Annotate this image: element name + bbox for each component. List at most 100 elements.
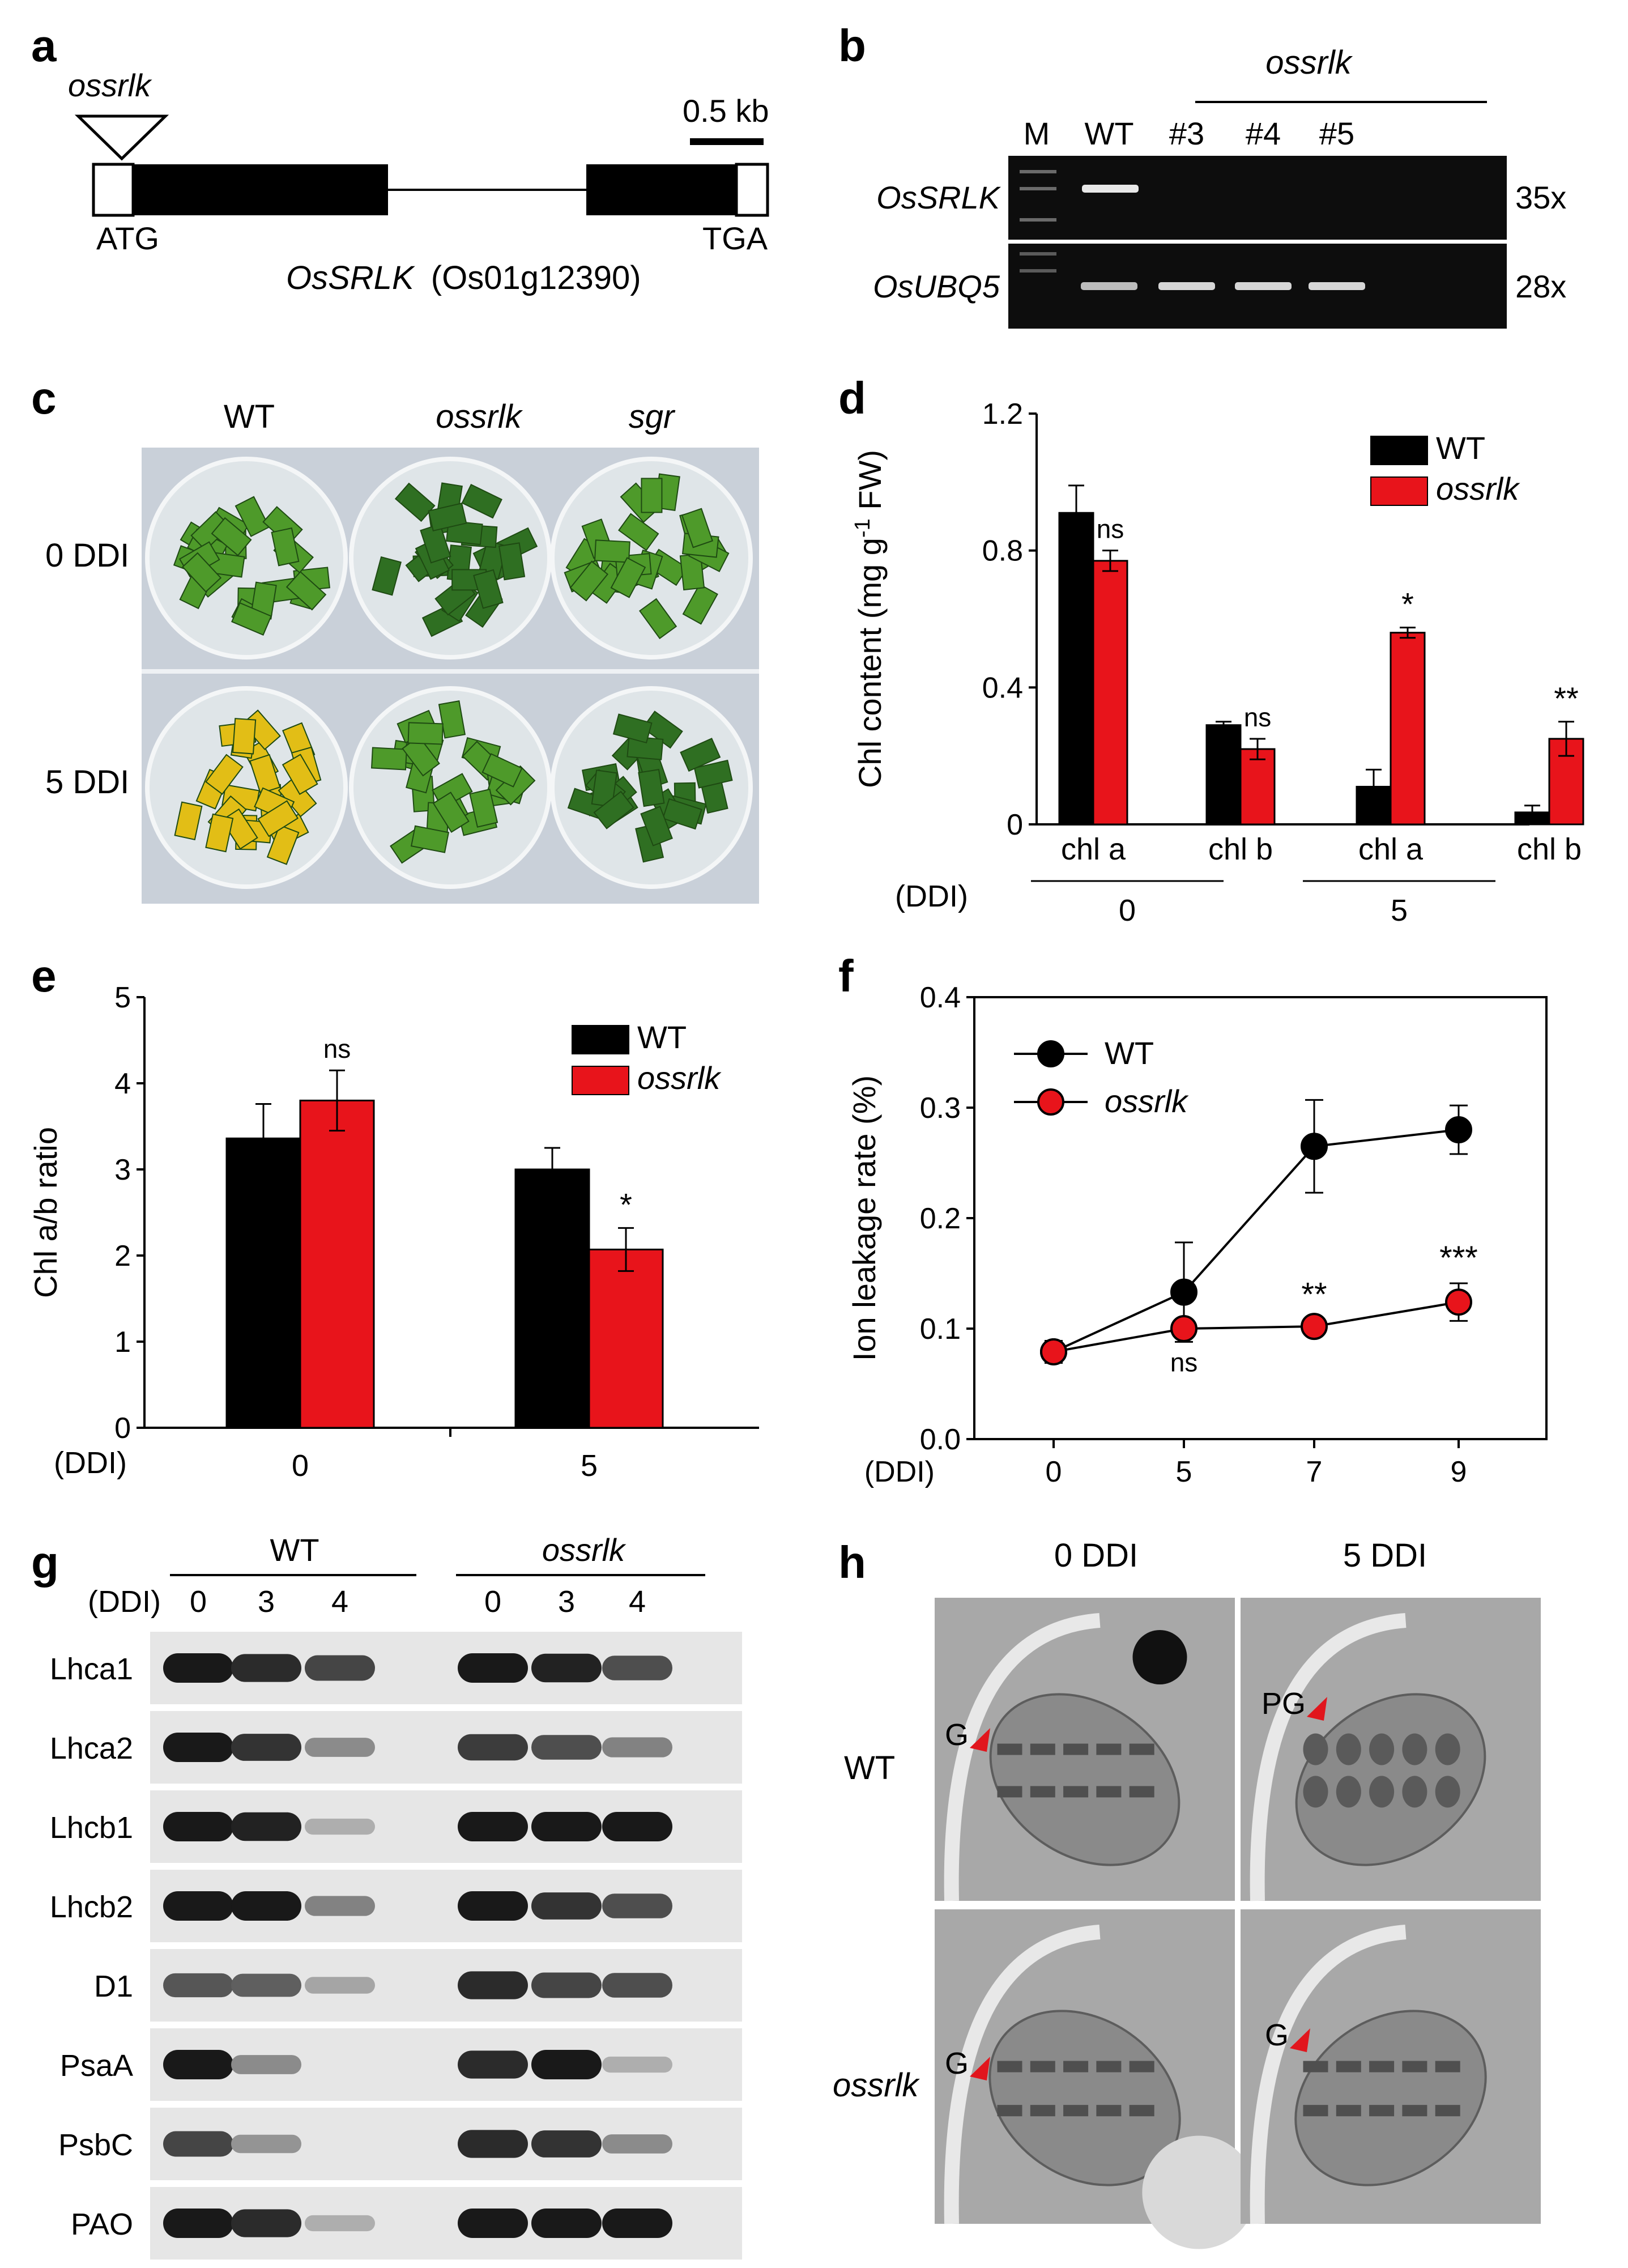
- blot-band: [231, 1812, 301, 1841]
- y-tick-label: 2: [114, 1240, 131, 1273]
- granum: [1129, 1786, 1154, 1798]
- leaf-piece: [249, 754, 281, 794]
- ddi-label: (DDI): [88, 1585, 161, 1619]
- leaf-piece: [682, 583, 718, 625]
- blot-band: [602, 2056, 672, 2073]
- panel-h-tem: h 0 DDI 5 DDI WT ossrlk G PG G G: [833, 1537, 1541, 2249]
- protein-label: PsbC: [58, 2128, 133, 2162]
- plastoglobule: [1369, 1733, 1395, 1765]
- arrow-label: G: [1265, 2018, 1289, 2052]
- lane-label: #5: [1319, 116, 1354, 151]
- granum: [1096, 2061, 1122, 2073]
- gel-top: [1008, 156, 1507, 240]
- exon-2: [586, 164, 736, 215]
- x-tick-label: 5: [581, 1449, 598, 1483]
- bar-ossrlk: [588, 1248, 664, 1429]
- blot-band: [231, 2134, 301, 2154]
- granum: [1369, 2105, 1395, 2117]
- significance-label: **: [1554, 680, 1579, 716]
- y-axis-label: Chl content (mg g-1 FW): [851, 450, 888, 788]
- leaf-piece: [266, 824, 300, 865]
- panel-letter: b: [838, 20, 866, 71]
- band-osubq5: [1309, 282, 1365, 290]
- blot-band: [531, 1653, 602, 1683]
- blot-band: [602, 1973, 672, 1998]
- marker-band: [1020, 218, 1056, 222]
- scale-label: 0.5 kb: [683, 93, 769, 129]
- panel-c: c WT ossrlk sgr 0 DDI 5 DDI: [31, 373, 759, 904]
- x-tick-label: chl b: [1517, 832, 1582, 866]
- leaf-piece: [481, 753, 523, 788]
- granum: [1303, 2061, 1328, 2073]
- legend-label: ossrlk: [1436, 471, 1520, 507]
- leaf-pieces: [567, 710, 733, 863]
- cycle-label: 35x: [1515, 180, 1566, 215]
- gel-bands: [1020, 170, 1365, 290]
- leaf-piece: [372, 556, 402, 596]
- insert-label: ossrlk: [68, 67, 152, 103]
- blot-band: [231, 1734, 301, 1761]
- leaf-piece: [231, 602, 272, 636]
- protein-label: PAO: [71, 2207, 133, 2241]
- blot-band: [163, 1891, 233, 1921]
- granum: [1096, 1743, 1122, 1755]
- blot-band: [458, 2050, 528, 2079]
- leaf-piece: [205, 754, 244, 795]
- x-axis-label: (DDI): [864, 1456, 935, 1488]
- blot-band: [163, 1973, 233, 1998]
- legend-swatch: [572, 1025, 629, 1054]
- legend-label: WT: [1105, 1035, 1154, 1071]
- timepoint-label: 3: [258, 1585, 275, 1619]
- leaf-piece: [591, 769, 617, 807]
- y-axis-label: Ion leakage rate (%): [846, 1075, 882, 1361]
- blot-band: [531, 2209, 602, 2238]
- leaf-piece: [205, 813, 234, 853]
- y-tick-label: 0.4: [982, 671, 1023, 704]
- y-tick-label: 0.2: [920, 1202, 961, 1235]
- blot-band: [602, 1737, 672, 1758]
- leaf-piece: [410, 825, 450, 853]
- column-label: WT: [224, 398, 275, 435]
- granum: [997, 1786, 1022, 1798]
- leaf-piece: [235, 496, 270, 537]
- data-point-WT: [1301, 1133, 1328, 1160]
- legend-label: ossrlk: [1105, 1083, 1189, 1119]
- leaf-pieces: [370, 700, 536, 864]
- series-line-ossrlk: [1053, 1301, 1459, 1353]
- leaf-piece: [640, 806, 673, 846]
- blot-band: [531, 1812, 602, 1841]
- x-tick-label: 9: [1451, 1456, 1467, 1488]
- granum: [1402, 2061, 1427, 2073]
- leaf-pieces: [372, 482, 538, 637]
- blot-band: [458, 1734, 528, 1761]
- y-tick-label: 0: [114, 1412, 131, 1445]
- dark-inclusion: [1132, 1630, 1187, 1684]
- plastoglobule: [1336, 1776, 1361, 1808]
- granum: [1096, 2105, 1122, 2117]
- granum: [1096, 1786, 1122, 1798]
- gene-structure: [92, 163, 769, 217]
- marker-band: [1020, 269, 1056, 273]
- leaf-piece: [662, 798, 702, 830]
- panel-g-western-blot: g WT ossrlk (DDI) 0 3 4 0 3 4 Lhca1 Lhca2 Lhcb1 L…: [31, 1532, 742, 2260]
- group-axis-label: (DDI): [895, 879, 968, 913]
- y-tick-label: 0: [1007, 809, 1023, 841]
- x-tick-label: 7: [1306, 1456, 1323, 1488]
- red-arrowhead: [970, 2057, 990, 2080]
- utr-5: [92, 163, 135, 217]
- marker-band: [1020, 252, 1056, 256]
- band-osubq5: [1081, 282, 1137, 290]
- significance-label: ***: [1439, 1240, 1478, 1276]
- leaf-piece: [370, 747, 407, 771]
- panel-letter: e: [31, 951, 57, 1001]
- panel-letter: d: [838, 373, 866, 423]
- leaf-piece: [428, 503, 467, 532]
- leaf-piece: [610, 557, 646, 598]
- petri-dish: [145, 686, 348, 889]
- blot-band: [305, 1977, 375, 1994]
- plastoglobule: [1435, 1776, 1460, 1808]
- leaf-piece: [681, 508, 713, 548]
- leaf-piece: [282, 754, 318, 795]
- plastoglobule: [1402, 1776, 1427, 1808]
- blot-band: [231, 2055, 301, 2074]
